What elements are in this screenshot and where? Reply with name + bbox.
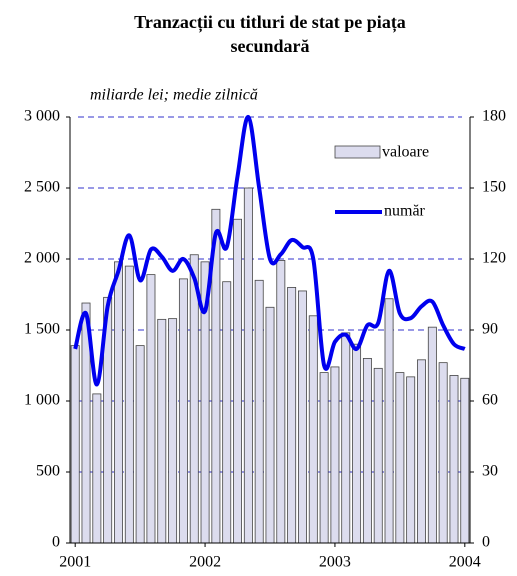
x-tick-label: 2001 — [59, 554, 91, 571]
bar — [319, 372, 329, 544]
y-tick-label: 3 000 — [24, 108, 60, 125]
x-tick-label: 2003 — [319, 554, 351, 571]
bar — [254, 279, 264, 544]
bar — [222, 281, 232, 544]
bar — [70, 345, 80, 544]
bar — [395, 372, 405, 544]
chart-title: Tranzacții cu titluri de stat pe piața s… — [134, 12, 406, 56]
y-tick-label: 1 500 — [24, 321, 60, 338]
bar — [330, 366, 340, 544]
y-tick-label: 2 500 — [24, 179, 60, 196]
bar — [384, 298, 394, 544]
bar — [135, 345, 145, 544]
bar — [341, 332, 351, 544]
bar — [114, 261, 123, 544]
bar — [427, 326, 437, 544]
x-tick-label: 2002 — [189, 554, 221, 571]
y2-tick-label: 30 — [482, 463, 498, 480]
y2-tick-label: 0 — [482, 534, 490, 551]
bar — [417, 359, 426, 544]
bar — [276, 260, 286, 544]
bar — [168, 318, 178, 544]
bar — [178, 278, 188, 544]
legend-label: număr — [384, 203, 426, 220]
legend-swatch — [334, 145, 381, 159]
subtitle: miliarde lei; medie zilnică — [90, 87, 258, 104]
bar — [406, 376, 416, 544]
bar — [243, 187, 253, 544]
y2-tick-label: 120 — [482, 250, 506, 267]
bar — [308, 315, 318, 544]
y-tick-label: 2 000 — [24, 250, 60, 267]
y2-tick-label: 150 — [482, 179, 506, 196]
bar — [265, 306, 275, 544]
line — [73, 114, 466, 387]
y2-tick-label: 180 — [482, 108, 506, 125]
y-tick-label: 500 — [36, 463, 60, 480]
y-tick-label: 0 — [52, 534, 60, 551]
bar — [449, 375, 459, 544]
bar — [157, 318, 167, 544]
legend-label: valoare — [382, 144, 429, 161]
bar — [460, 377, 470, 544]
bar — [233, 218, 242, 544]
y2-tick-label: 60 — [482, 392, 498, 409]
bar — [92, 393, 102, 544]
bar — [287, 286, 297, 544]
y2-tick-label: 90 — [482, 321, 498, 338]
bar — [352, 343, 362, 544]
bar — [298, 290, 307, 544]
bar — [373, 367, 383, 544]
x-tick-label: 2004 — [449, 554, 481, 571]
y-tick-label: 1 000 — [24, 392, 60, 409]
bar — [146, 274, 156, 544]
bar — [124, 265, 134, 544]
bar — [438, 362, 448, 544]
bar — [362, 357, 372, 544]
